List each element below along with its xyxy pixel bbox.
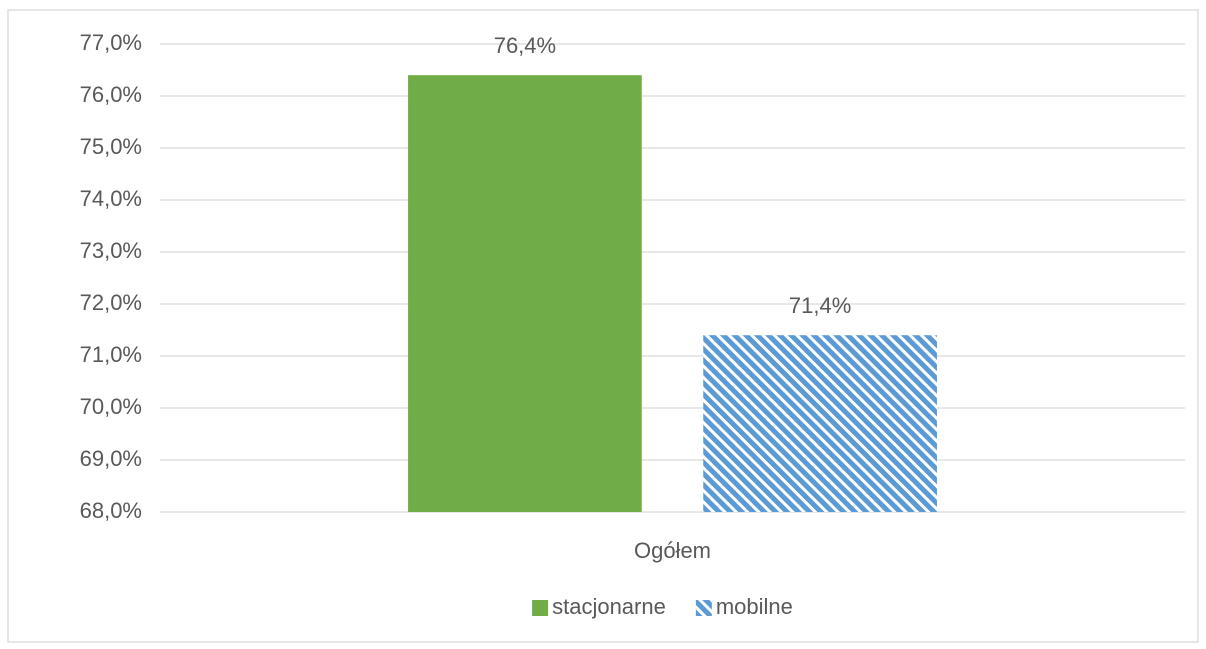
legend-swatch [532, 600, 549, 616]
bar [703, 335, 937, 512]
y-tick-label: 74,0% [80, 186, 142, 211]
y-tick-label: 68,0% [80, 498, 142, 523]
x-tick-label: Ogółem [634, 538, 711, 563]
data-label: 71,4% [789, 293, 851, 318]
y-tick-label: 69,0% [80, 446, 142, 471]
y-tick-label: 72,0% [80, 290, 142, 315]
bar [408, 75, 642, 512]
y-tick-label: 71,0% [80, 342, 142, 367]
y-tick-label: 75,0% [80, 134, 142, 159]
legend-label: mobilne [716, 594, 793, 619]
data-label: 76,4% [494, 33, 556, 58]
y-tick-label: 76,0% [80, 82, 142, 107]
y-tick-label: 70,0% [80, 394, 142, 419]
legend: stacjonarne mobilne [532, 594, 793, 619]
legend-label: stacjonarne [552, 594, 666, 619]
y-tick-label: 77,0% [80, 30, 142, 55]
legend-swatch [695, 600, 712, 616]
y-tick-label: 73,0% [80, 238, 142, 263]
